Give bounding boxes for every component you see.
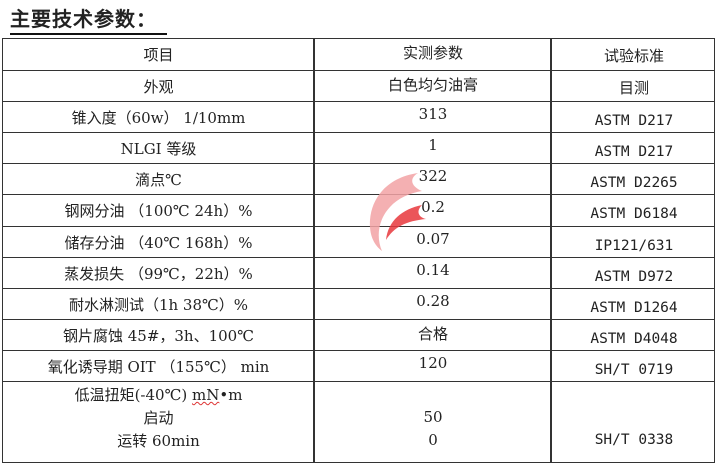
standard: ASTM D217 — [594, 113, 674, 130]
value-run: 0 — [428, 431, 438, 449]
item: 锥入度（60w） 1/10mm — [71, 109, 246, 128]
value: 1 — [428, 136, 438, 155]
table-row: 滴点℃ 322 ASTM D2265 — [3, 163, 714, 194]
item: 储存分油 （40℃ 168h）% — [64, 233, 253, 252]
standard: SH/T 0338 — [594, 432, 674, 448]
table-row: 锥入度（60w） 1/10mm 313 ASTM D217 — [3, 101, 714, 132]
technical-parameters-table: 项目 实测参数 试验标准 外观 白色均匀油膏 目测锥入度（60w） 1/10mm 31… — [2, 38, 715, 463]
value: 0.2 — [421, 198, 445, 217]
table-row: 低温扭矩(-40℃) mN•m 启动 运转 60min 50 0 SH/T 03… — [3, 381, 714, 464]
standard: SH/T 0719 — [594, 361, 674, 378]
table-row: 储存分油 （40℃ 168h）% 0.07 IP121/631 — [3, 225, 714, 257]
standard: ASTM D217 — [594, 144, 674, 161]
column-divider — [313, 39, 315, 462]
item: 耐水淋测试（1h 38℃）% — [68, 295, 249, 314]
table-row: 耐水淋测试（1h 38℃）% 0.28 ASTM D1264 — [3, 287, 714, 319]
watermark-logo — [369, 173, 426, 251]
header-value: 实测参数 — [402, 44, 463, 62]
value: 322 — [418, 167, 448, 186]
item: 钢网分油 （100℃ 24h）% — [64, 202, 253, 221]
standard: ASTM D2265 — [590, 175, 678, 192]
page-title: 主要技术参数： — [10, 3, 167, 35]
table-row: NLGI 等级 1 ASTM D217 — [3, 132, 714, 163]
table-row: 外观 白色均匀油膏 目测 — [3, 70, 714, 101]
table-row: 蒸发损失 （99℃，22h）% 0.14 ASTM D972 — [3, 256, 714, 288]
table-row: 钢片腐蚀 45#，3h、100℃ 合格 ASTM D4048 — [3, 318, 714, 350]
value: 0.28 — [416, 291, 450, 310]
value: 0.14 — [416, 260, 450, 279]
item: 外观 — [143, 78, 174, 96]
value: 120 — [418, 353, 448, 372]
standard: ASTM D4048 — [590, 330, 678, 347]
value-start: 50 — [423, 408, 443, 426]
value: 0.07 — [416, 229, 450, 248]
value: 合格 — [417, 324, 448, 343]
standard: ASTM D972 — [594, 268, 674, 285]
header-standard: 试验标准 — [603, 47, 664, 65]
item: 氧化诱导期 OIT （155℃） min — [47, 357, 270, 376]
value: 白色均匀油膏 — [387, 76, 478, 94]
table-header-row: 项目 实测参数 试验标准 — [3, 39, 714, 70]
standard: ASTM D6184 — [590, 206, 678, 223]
column-divider — [550, 39, 552, 462]
table-row: 氧化诱导期 OIT （155℃） min 120 SH/T 0719 — [3, 349, 714, 381]
standard: 目测 — [618, 79, 649, 97]
standard: ASTM D1264 — [590, 299, 678, 316]
value: 313 — [418, 105, 448, 124]
table-row: 钢网分油 （100℃ 24h）% 0.2 ASTM D6184 — [3, 194, 714, 225]
item: NLGI 等级 — [120, 140, 197, 159]
item: 钢片腐蚀 45#，3h、100℃ — [62, 326, 255, 345]
standard: IP121/631 — [594, 237, 674, 254]
item: 蒸发损失 （99℃，22h）% — [64, 264, 253, 283]
item: 滴点℃ — [135, 171, 182, 190]
header-item: 项目 — [143, 46, 174, 64]
